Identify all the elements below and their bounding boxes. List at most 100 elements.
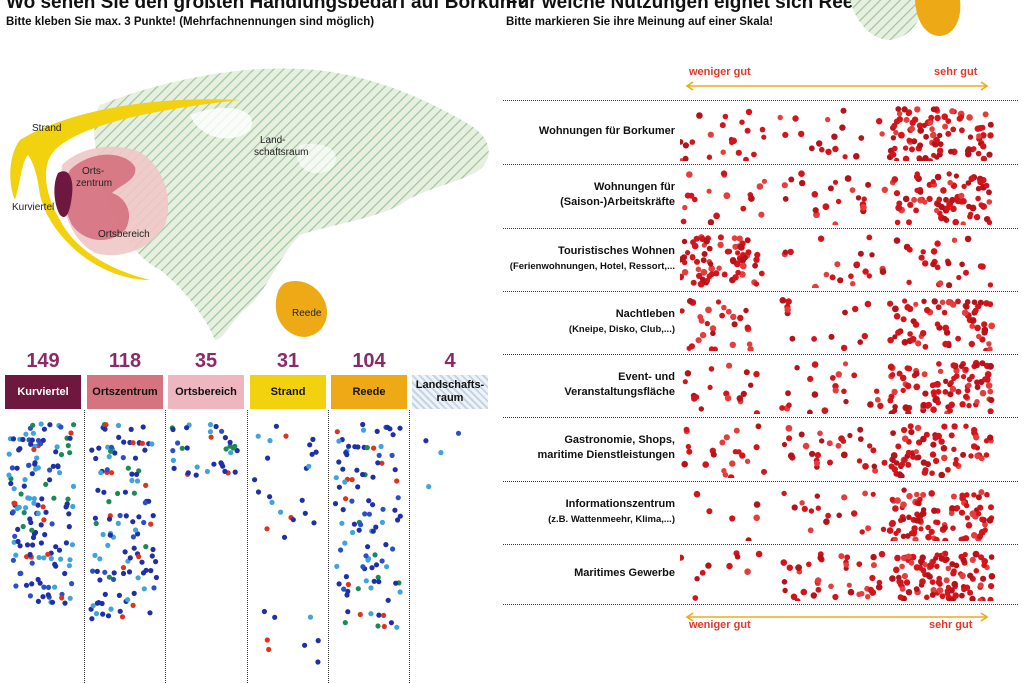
vote-dot	[368, 611, 374, 617]
vote-dot	[349, 477, 355, 483]
rating-dot	[937, 132, 943, 139]
rating-dot	[861, 332, 868, 340]
rating-dots-row	[680, 170, 993, 225]
vote-dot	[21, 510, 27, 516]
rating-dot	[983, 300, 990, 307]
rating-dot	[938, 438, 945, 445]
count-landschafts-raum: 4	[444, 350, 456, 372]
rating-dot	[933, 457, 940, 465]
rating-dot	[809, 450, 816, 457]
rating-dot	[788, 176, 795, 183]
column-separator	[247, 410, 248, 683]
rating-dot	[964, 235, 972, 243]
row-label-line2: maritime Dienstleistungen	[537, 449, 675, 461]
landscape-area	[94, 68, 489, 340]
vote-dot	[373, 524, 379, 530]
vote-dot	[345, 581, 351, 588]
rating-dot	[906, 219, 912, 225]
rating-dot	[965, 146, 972, 152]
rating-dot	[890, 151, 897, 158]
rating-dot	[920, 507, 927, 513]
vote-dot	[371, 578, 377, 584]
rating-dot	[915, 454, 922, 461]
rating-dot	[979, 124, 986, 131]
vote-dot	[345, 609, 351, 615]
rating-dot	[930, 179, 936, 185]
rating-dot	[934, 563, 940, 570]
rating-dot	[758, 211, 765, 218]
rating-dot	[967, 134, 974, 140]
rating-dot	[921, 371, 928, 378]
rating-dot	[720, 149, 726, 155]
rating-dot	[949, 108, 956, 115]
rating-dot	[922, 155, 929, 161]
rating-dot	[743, 307, 749, 314]
rating-dot	[715, 299, 722, 305]
dots-ortszentrum	[88, 422, 159, 622]
vote-dot	[336, 484, 342, 490]
rating-dot	[964, 299, 971, 305]
row-label-line2: (Kneipe, Disko, Club,...)	[568, 323, 675, 335]
vote-dot	[310, 436, 316, 442]
rating-dot	[968, 340, 975, 348]
rating-dot	[689, 139, 696, 145]
rating-dot	[874, 396, 881, 403]
vote-dot	[360, 471, 366, 478]
rating-dot	[867, 443, 873, 449]
rating-dot	[807, 527, 814, 534]
rating-dot	[703, 237, 710, 245]
rating-dot	[987, 434, 994, 441]
rating-dot	[948, 380, 954, 386]
rating-dot	[948, 432, 955, 439]
vote-dot	[228, 450, 234, 456]
vote-dot	[175, 440, 181, 446]
vote-dot	[343, 496, 349, 502]
rating-dot	[832, 145, 839, 153]
rating-dot	[843, 398, 849, 405]
vote-dot	[374, 428, 380, 434]
rating-dot	[827, 185, 834, 192]
rating-dot	[782, 196, 789, 202]
rating-dot	[782, 249, 789, 255]
rating-dot	[905, 449, 912, 456]
rating-dot	[929, 382, 936, 389]
vote-dot	[30, 430, 36, 436]
rating-dot	[693, 235, 700, 242]
row-label: Wohnungen für Borkumer	[505, 124, 675, 139]
vote-dot	[302, 510, 308, 516]
rating-dot	[732, 274, 739, 281]
rating-dot	[936, 587, 944, 594]
rating-dot	[899, 586, 906, 592]
rating-dot	[755, 550, 763, 558]
rating-dot	[902, 298, 908, 304]
rating-dot	[941, 423, 948, 430]
rating-dot	[896, 200, 903, 207]
vote-dot	[131, 490, 137, 496]
rating-dot	[869, 574, 876, 582]
rating-dot	[908, 560, 915, 566]
rating-dot	[986, 199, 993, 205]
rating-dot	[699, 276, 706, 283]
vote-dot	[184, 445, 190, 451]
rating-dot	[745, 108, 753, 116]
rating-dot	[822, 203, 830, 211]
rating-dot	[901, 573, 908, 580]
vote-dot	[366, 511, 372, 517]
rating-dot	[982, 521, 988, 528]
vote-dot	[423, 438, 429, 444]
rating-dot	[899, 374, 907, 382]
rating-dot	[975, 511, 982, 517]
rating-dot	[909, 119, 916, 126]
vote-dot	[333, 475, 339, 481]
rating-dot	[914, 500, 921, 506]
rating-dot	[959, 492, 966, 499]
rating-dot	[730, 258, 737, 265]
rating-dot	[852, 305, 859, 313]
vote-dot	[93, 611, 100, 617]
rating-dot	[753, 281, 760, 287]
vote-dot	[136, 554, 142, 560]
vote-dot	[62, 570, 68, 577]
rating-dot	[972, 550, 980, 558]
vote-dot	[340, 466, 346, 472]
rating-dot	[686, 345, 692, 351]
